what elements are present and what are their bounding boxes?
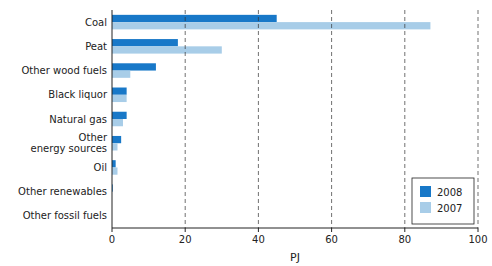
x-tick-label: 40 bbox=[252, 234, 265, 245]
chart: 0 20 40 60 80 100 PJ Other fossil fuels Other re… bbox=[0, 0, 492, 266]
x-axis-line bbox=[112, 228, 478, 229]
bar bbox=[112, 112, 127, 119]
legend-label: 2008 bbox=[437, 187, 462, 198]
grid-line bbox=[478, 10, 479, 228]
y-tick-label: Black liquor bbox=[48, 89, 108, 100]
x-tick bbox=[404, 228, 405, 232]
bar bbox=[112, 39, 178, 46]
y-tick-label: Other wood fuels bbox=[21, 65, 107, 76]
y-tick-label: Natural gas bbox=[49, 114, 107, 125]
grid-line bbox=[404, 10, 405, 228]
legend: 2008 2007 bbox=[412, 178, 474, 224]
bar bbox=[112, 88, 127, 95]
bar bbox=[112, 95, 127, 102]
y-tick-label: Oil bbox=[94, 162, 107, 173]
legend-label: 2007 bbox=[437, 203, 462, 214]
x-tick-label: 0 bbox=[109, 234, 115, 245]
x-tick bbox=[112, 228, 113, 232]
y-tick-label: Coal bbox=[85, 17, 107, 28]
x-tick bbox=[331, 228, 332, 232]
x-tick-label: 100 bbox=[468, 234, 487, 245]
x-tick-label: 80 bbox=[398, 234, 411, 245]
y-axis-line bbox=[112, 10, 113, 228]
x-tick bbox=[478, 228, 479, 232]
bar bbox=[112, 15, 277, 22]
x-tick bbox=[185, 228, 186, 232]
legend-swatch bbox=[420, 202, 431, 213]
y-tick-label: Other renewables bbox=[18, 186, 107, 197]
bars bbox=[112, 15, 430, 192]
y-tick-label: Other fossil fuels bbox=[23, 210, 107, 221]
x-axis-label: PJ bbox=[290, 251, 300, 264]
grid-line bbox=[185, 10, 186, 228]
bar bbox=[112, 71, 130, 78]
x-tick-label: 20 bbox=[179, 234, 192, 245]
bar bbox=[112, 22, 430, 29]
grid-line bbox=[331, 10, 332, 228]
bar bbox=[112, 160, 116, 167]
bar bbox=[112, 46, 222, 53]
legend-swatch bbox=[420, 186, 431, 197]
y-tick-label: Peat bbox=[85, 41, 107, 52]
grid bbox=[185, 10, 478, 228]
bar bbox=[112, 143, 117, 150]
grid-line bbox=[258, 10, 259, 228]
bar bbox=[112, 167, 117, 174]
bar bbox=[112, 136, 121, 143]
x-tick-label: 60 bbox=[325, 234, 338, 245]
bar bbox=[112, 119, 123, 126]
x-tick bbox=[258, 228, 259, 232]
bar bbox=[112, 63, 156, 70]
y-tick-label: Otherenergy sources bbox=[31, 132, 108, 154]
legend-frame bbox=[412, 178, 474, 224]
